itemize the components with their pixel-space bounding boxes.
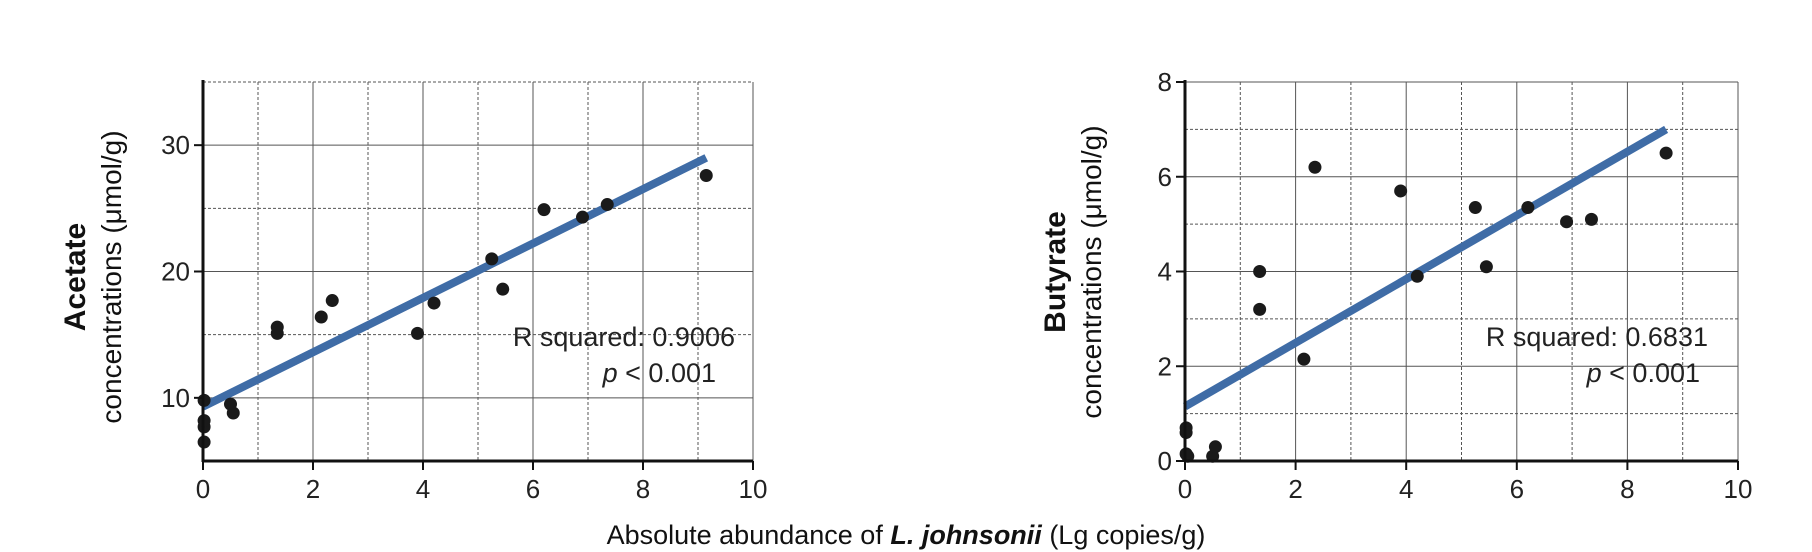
butyrate-y-tick-label: 2	[1158, 351, 1172, 381]
acetate-p-symbol: p	[602, 358, 618, 388]
butyrate-x-tick-label: 8	[1620, 474, 1634, 504]
butyrate-p-symbol: p	[1586, 358, 1602, 388]
acetate-y-axis-label: Acetate concentrations (μmol/g)	[59, 130, 127, 423]
acetate-x-tick-label: 0	[196, 474, 210, 504]
acetate-data-point	[270, 326, 284, 340]
acetate-data-point	[600, 198, 614, 212]
x-axis-label: Absolute abundance of L. johnsonii (Lg c…	[607, 520, 1206, 550]
acetate-fit-line	[201, 154, 709, 411]
acetate-data-point	[325, 294, 339, 308]
butyrate-x-tick-label: 0	[1178, 474, 1192, 504]
acetate-y-tick-label: 30	[161, 130, 190, 160]
butyrate-x-tick-label: 6	[1510, 474, 1524, 504]
acetate-data-point	[576, 210, 589, 224]
acetate-x-tick-label: 6	[526, 474, 540, 504]
acetate-data-point	[496, 282, 510, 296]
acetate-data-point	[427, 296, 441, 310]
butyrate-data-point	[1394, 184, 1408, 198]
butyrate-x-tick-label: 2	[1288, 474, 1302, 504]
acetate-y-label-units: concentrations (μmol/g)	[96, 130, 127, 423]
butyrate-y-axis-label: Butyrate concentrations (μmol/g)	[1039, 125, 1107, 418]
acetate-y-tick-label: 10	[161, 383, 190, 413]
butyrate-data-point	[1410, 269, 1424, 283]
acetate-data-point	[314, 310, 328, 324]
acetate-x-tick-label: 10	[739, 474, 768, 504]
acetate-data-point	[411, 326, 424, 340]
butyrate-data-point	[1208, 440, 1222, 454]
acetate-p-value: p < 0.001	[602, 358, 716, 388]
butyrate-ticks: 0 2 4 6 8 10 0 2 4 6 8	[1158, 67, 1753, 504]
acetate-p-threshold: < 0.001	[618, 358, 716, 388]
acetate-points-group	[197, 168, 713, 449]
butyrate-x-tick-label: 10	[1724, 474, 1753, 504]
butyrate-y-tick-label: 0	[1158, 446, 1172, 476]
butyrate-y-label-bold: Butyrate	[1039, 211, 1072, 333]
acetate-x-tick-label: 4	[416, 474, 430, 504]
x-label-prefix: Absolute abundance of	[607, 520, 891, 550]
butyrate-y-label-units: concentrations (μmol/g)	[1076, 125, 1107, 418]
acetate-panel: 0 2 4 6 8 10 10 20 30 R squared: 0.9006 p < 0.00…	[59, 80, 767, 504]
x-label-suffix: (Lg copies/g)	[1042, 520, 1206, 550]
acetate-x-tick-label: 2	[306, 474, 320, 504]
acetate-r-squared: R squared: 0.9006	[513, 322, 735, 352]
butyrate-data-point	[1479, 260, 1493, 274]
butyrate-points-group	[1179, 146, 1673, 463]
acetate-data-point	[226, 406, 240, 420]
butyrate-data-point	[1659, 146, 1673, 160]
butyrate-data-point	[1297, 352, 1311, 366]
acetate-fit-group	[201, 154, 709, 411]
butyrate-y-tick-label: 8	[1158, 67, 1172, 97]
acetate-annotation: R squared: 0.9006 p < 0.001	[513, 322, 735, 388]
butyrate-fit-line	[1183, 125, 1669, 410]
butyrate-data-point	[1308, 160, 1322, 174]
butyrate-p-threshold: < 0.001	[1602, 358, 1700, 388]
acetate-ticks: 0 2 4 6 8 10 10 20 30	[161, 130, 767, 504]
butyrate-r-squared: R squared: 0.6831	[1486, 322, 1708, 352]
acetate-grid	[202, 81, 754, 462]
butyrate-panel: 0 2 4 6 8 10 0 2 4 6 8 R squared: 0.6831 p < 0.001…	[1039, 67, 1752, 504]
butyrate-p-value: p < 0.001	[1586, 358, 1700, 388]
acetate-data-point	[537, 203, 551, 217]
butyrate-y-tick-label: 4	[1158, 257, 1172, 287]
acetate-data-point	[485, 252, 499, 266]
butyrate-data-point	[1560, 215, 1574, 229]
acetate-y-tick-label: 20	[161, 257, 190, 287]
butyrate-data-point	[1253, 265, 1267, 278]
butyrate-annotation: R squared: 0.6831 p < 0.001	[1486, 322, 1708, 388]
butyrate-x-tick-label: 4	[1399, 474, 1413, 504]
butyrate-data-point	[1584, 212, 1598, 226]
acetate-y-label-bold: Acetate	[59, 223, 92, 331]
butyrate-fit-group	[1183, 125, 1669, 410]
butyrate-data-point	[1468, 201, 1482, 215]
butyrate-data-point	[1253, 302, 1267, 316]
acetate-x-tick-label: 8	[636, 474, 650, 504]
acetate-data-point	[699, 168, 713, 182]
x-label-species: L. johnsonii	[890, 520, 1042, 550]
butyrate-y-tick-label: 6	[1158, 162, 1172, 192]
butyrate-grid	[1184, 81, 1739, 462]
butyrate-data-point	[1521, 201, 1535, 215]
